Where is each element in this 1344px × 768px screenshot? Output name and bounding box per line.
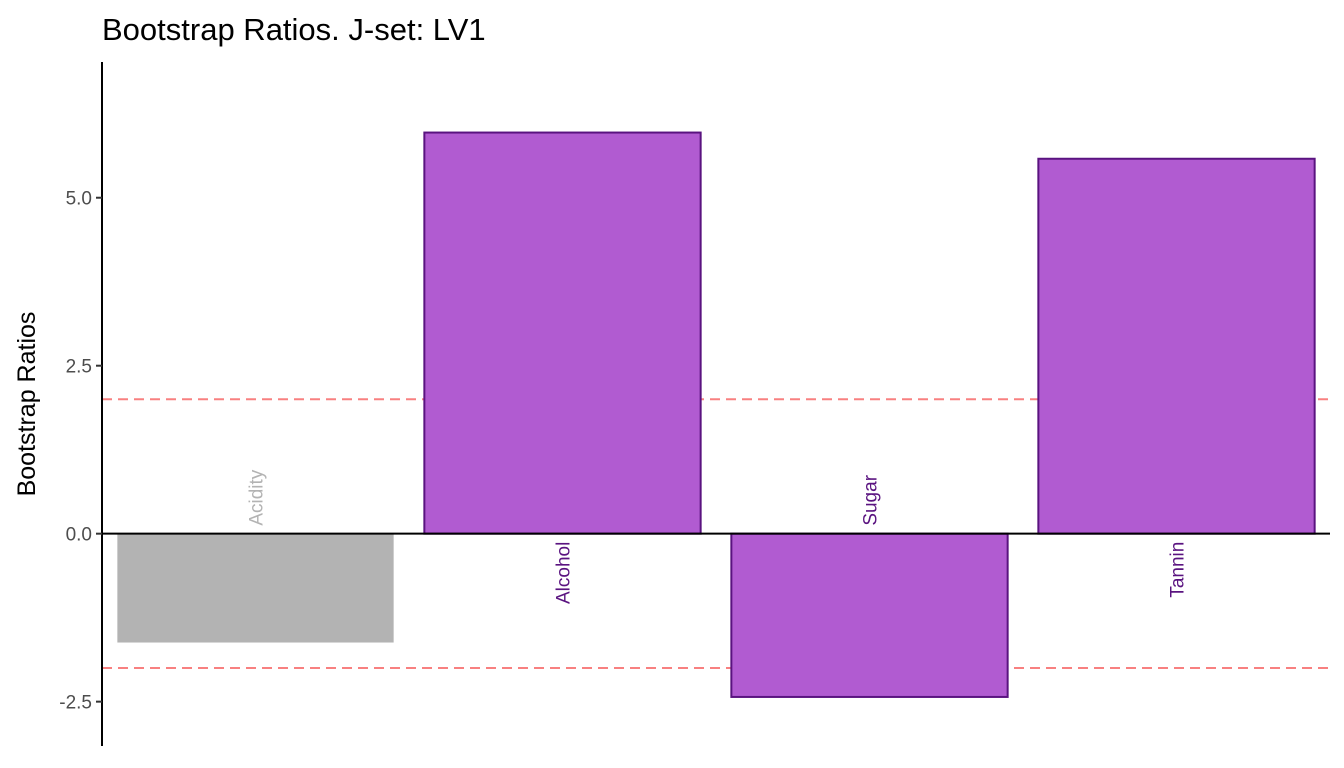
y-axis-label: Bootstrap Ratios bbox=[13, 312, 41, 497]
bar-label-alcohol: Alcohol bbox=[554, 542, 575, 604]
bar-tannin bbox=[1037, 157, 1316, 535]
y-tick-label: 0.0 bbox=[66, 525, 92, 546]
bar-acidity bbox=[117, 533, 394, 643]
y-tick-label: 5.0 bbox=[66, 189, 92, 210]
y-tick-label: -2.5 bbox=[59, 693, 92, 714]
bar-alcohol bbox=[423, 131, 702, 535]
bar-label-sugar: Sugar bbox=[861, 474, 882, 525]
bar-sugar bbox=[730, 532, 1009, 698]
bar-label-acidity: Acidity bbox=[247, 469, 268, 525]
y-tick-label: 2.5 bbox=[66, 357, 92, 378]
bar-label-tannin: Tannin bbox=[1168, 542, 1189, 598]
chart-title: Bootstrap Ratios. J-set: LV1 bbox=[102, 12, 486, 47]
